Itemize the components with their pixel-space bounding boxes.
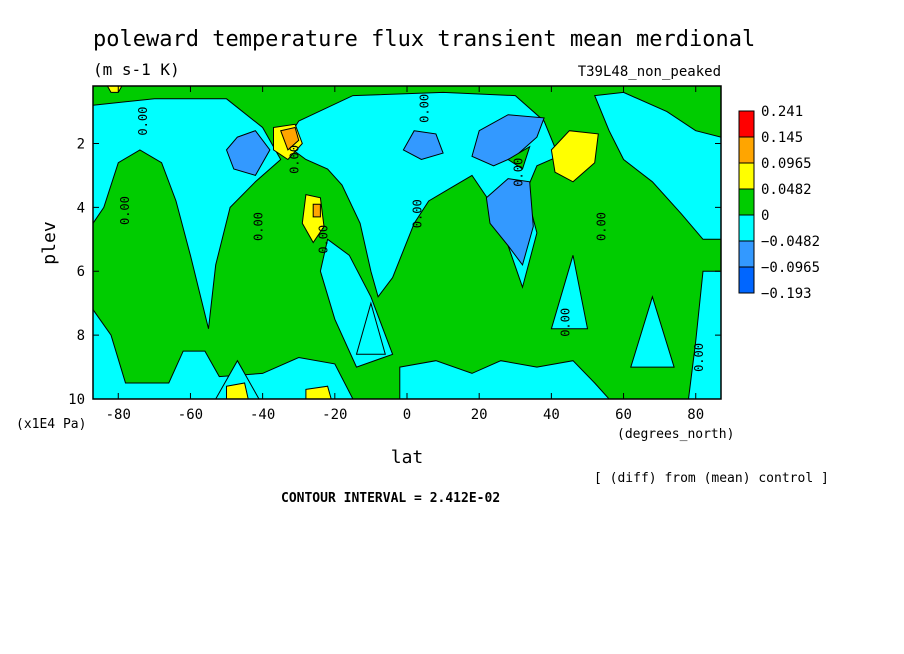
footnote: [ (diff) from (mean) control ]: [594, 471, 829, 486]
region-green-in-cyan: [507, 145, 531, 170]
region-blue-c: [471, 114, 545, 167]
x-tick-label: -20: [322, 407, 347, 423]
x-tick-label: 0: [403, 407, 411, 423]
y-tick-label: 8: [77, 328, 85, 344]
colorbar-level-label: 0: [761, 208, 769, 224]
contour-line-label: 0.00: [511, 158, 525, 187]
contour-line-label: 0.00: [692, 343, 706, 372]
contour-line-label: 0.00: [118, 196, 132, 225]
colorbar-legend: 0.241 0.145 0.0965 0.0482 0 −0.0482 −0.0965 −0.…: [738, 104, 820, 302]
y-tick-label: 4: [77, 200, 85, 216]
region-blue-d: [485, 178, 534, 267]
colorbar-level-label: −0.0482: [761, 234, 820, 250]
y-axis-label: plev: [39, 221, 60, 264]
region-blue-a: [225, 130, 271, 176]
x-tick-label: 40: [543, 407, 560, 423]
x-tick-label: -80: [106, 407, 131, 423]
y-axis-ticks: 2 4 6 8 10: [68, 136, 721, 408]
colorbar-level-label: 0.145: [761, 130, 803, 146]
colorbar-swatch: [738, 188, 755, 216]
contour-interval: CONTOUR INTERVAL = 2.412E-02: [281, 491, 500, 506]
y-tick-label: 6: [77, 264, 85, 280]
x-tick-label: -40: [250, 407, 275, 423]
colorbar-swatch: [738, 110, 755, 138]
chart-title: poleward temperature flux transient mean…: [93, 27, 755, 52]
contour-line-label: 0.00: [317, 225, 331, 254]
region-orange-b: [312, 203, 321, 218]
colorbar-level-label: 0.0482: [761, 182, 812, 198]
region-cyan-wedge-c: [550, 255, 589, 330]
region-cyan-wedge-b: [355, 301, 386, 355]
colorbar-level-label: −0.193: [761, 286, 812, 302]
y-axis-units: (x1E4 Pa): [16, 417, 86, 432]
x-tick-label: -60: [178, 407, 203, 423]
region-orange-a: [280, 126, 300, 151]
y-tick-label: 10: [68, 392, 85, 408]
colorbar-level-label: 0.241: [761, 104, 803, 120]
region-cyan-east: [593, 91, 721, 240]
region-cyan-bottom-center: [399, 360, 610, 399]
contour-fill-regions: [93, 86, 721, 399]
region-cyan-bottom-west: [93, 308, 354, 399]
region-cyan-wedge-d: [630, 295, 675, 368]
contour-line-label: 0.00: [288, 145, 302, 174]
colorbar-level-label: −0.0965: [761, 260, 820, 276]
contour-line-label: 0.00: [410, 199, 424, 228]
colorbar-swatch: [738, 162, 755, 190]
contour-line-label: 0.00: [252, 212, 266, 241]
contour-line-label: 0.00: [136, 107, 150, 136]
contour-line-label: 0.00: [418, 94, 432, 123]
x-axis-units: (degrees_north): [617, 427, 734, 442]
x-tick-label: 60: [615, 407, 632, 423]
x-tick-label: 80: [687, 407, 704, 423]
region-yellow-c: [550, 130, 599, 183]
colorbar-swatch: [738, 266, 755, 294]
colorbar-swatch: [738, 214, 755, 242]
run-label: T39L48_non_peaked: [578, 64, 721, 80]
x-axis-label: lat: [391, 447, 424, 468]
region-blue-b: [402, 130, 444, 161]
chart-units: (m s-1 K): [93, 60, 180, 79]
colorbar-swatch: [738, 240, 755, 268]
contour-line-label: 0.00: [595, 212, 609, 241]
x-tick-label: 20: [471, 407, 488, 423]
x-axis-ticks: -80 -60 -40 -20 0 20 40 60 80: [106, 86, 704, 423]
region-yellow-e: [305, 385, 332, 399]
colorbar-swatch: [738, 136, 755, 164]
region-yellow-d: [226, 382, 249, 399]
contour-labels: 0.00 0.00 0.00 0.00 0.00 0.00 0.00 0.00 0.00 0.00…: [118, 94, 706, 372]
contour-line-label: 0.00: [558, 308, 572, 337]
colorbar-level-label: 0.0965: [761, 156, 812, 172]
y-tick-label: 2: [77, 136, 85, 152]
